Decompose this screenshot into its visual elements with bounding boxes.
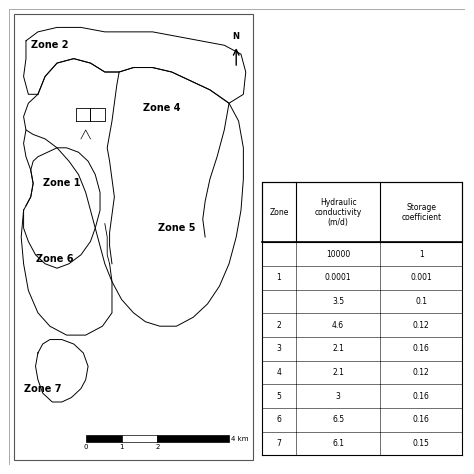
Text: Zone 1: Zone 1 (43, 179, 81, 189)
Text: 6.5: 6.5 (332, 415, 344, 424)
Text: 1: 1 (119, 445, 124, 450)
Text: 4.6: 4.6 (332, 321, 344, 330)
Text: 4 km: 4 km (231, 436, 249, 442)
Text: 0.12: 0.12 (413, 368, 429, 377)
Text: 3.5: 3.5 (332, 297, 344, 306)
Text: 2: 2 (277, 321, 282, 330)
Bar (157, 435, 229, 442)
Text: 6.1: 6.1 (332, 439, 344, 448)
Text: 0.1: 0.1 (415, 297, 427, 306)
Text: 10000: 10000 (326, 250, 350, 259)
Text: 0.0001: 0.0001 (325, 273, 351, 283)
Bar (121, 435, 157, 442)
Text: 2.1: 2.1 (332, 368, 344, 377)
FancyBboxPatch shape (14, 14, 253, 460)
Text: Zone: Zone (269, 208, 289, 217)
Text: 5: 5 (277, 392, 282, 401)
Text: Storage
coefficient: Storage coefficient (401, 203, 441, 222)
Text: 0.16: 0.16 (413, 392, 429, 401)
Text: 3: 3 (336, 392, 340, 401)
Text: Zone 6: Zone 6 (36, 254, 73, 264)
Text: 2: 2 (155, 445, 160, 450)
Text: 1: 1 (277, 273, 282, 283)
Text: Hydraulic
conductivity
(m/d): Hydraulic conductivity (m/d) (314, 198, 362, 228)
Text: Zone 2: Zone 2 (31, 40, 69, 50)
Text: 0: 0 (83, 445, 88, 450)
Text: Zone 7: Zone 7 (24, 383, 62, 393)
Text: N: N (233, 32, 240, 41)
Bar (86, 435, 121, 442)
Text: 4: 4 (277, 368, 282, 377)
Text: 0.001: 0.001 (410, 273, 432, 283)
Text: Zone 4: Zone 4 (144, 103, 181, 113)
Text: 1: 1 (419, 250, 424, 259)
Text: 0.16: 0.16 (413, 345, 429, 354)
Text: 0.12: 0.12 (413, 321, 429, 330)
Text: Zone 5: Zone 5 (158, 223, 195, 233)
Text: 7: 7 (277, 439, 282, 448)
Text: 0.15: 0.15 (413, 439, 429, 448)
Text: 2.1: 2.1 (332, 345, 344, 354)
Text: 0.16: 0.16 (413, 415, 429, 424)
Bar (262, 182, 462, 243)
Text: 3: 3 (277, 345, 282, 354)
Text: 6: 6 (277, 415, 282, 424)
